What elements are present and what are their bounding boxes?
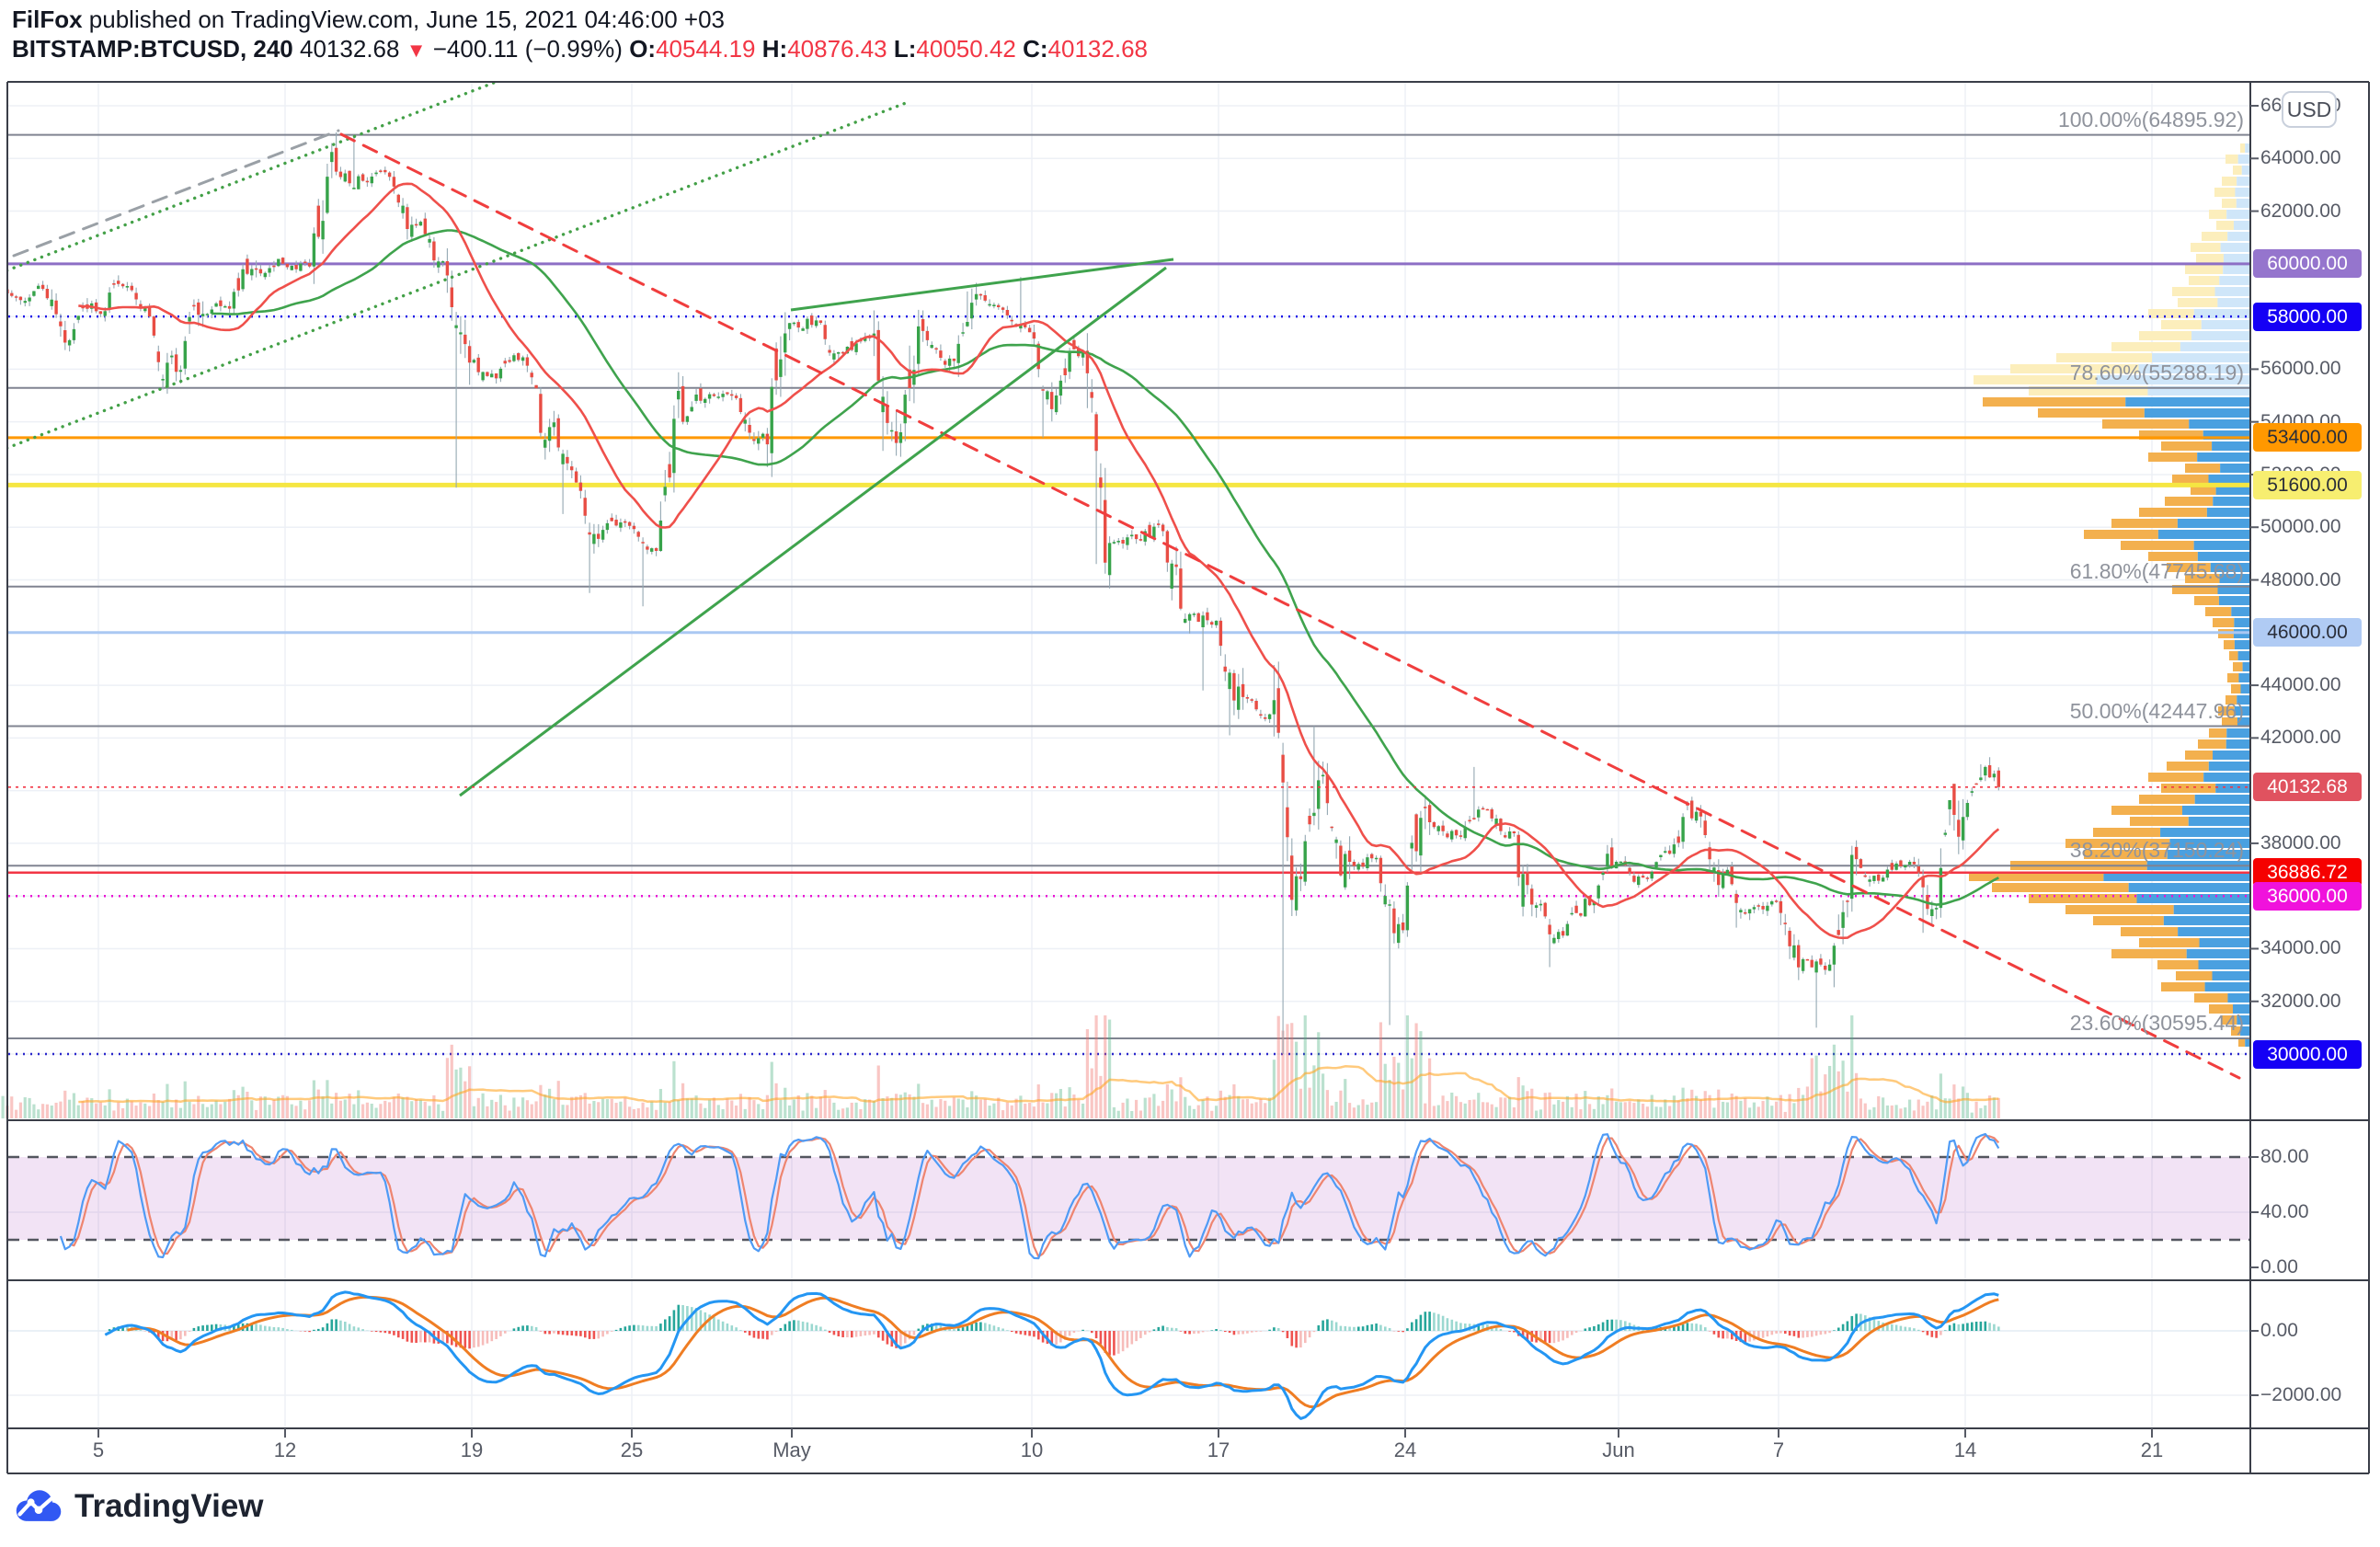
ohlc-value: 40132.68 xyxy=(1047,35,1148,63)
price-level-badge[interactable]: 51600.00 xyxy=(2253,470,2362,499)
time-axis-label: 19 xyxy=(460,1438,484,1461)
ohlc-key: O: xyxy=(629,35,657,63)
fib-retracement-label: 23.60%(30595.44) xyxy=(2069,1010,2244,1035)
time-axis-label: 17 xyxy=(1207,1438,1230,1461)
ohlc-value: 40544.19 xyxy=(656,35,756,63)
last-price-value: 40132.68 xyxy=(300,35,400,63)
price-level-badge[interactable]: 58000.00 xyxy=(2253,302,2362,331)
tradingview-cloud-icon xyxy=(16,1490,62,1521)
price-tick-label: 50000.00 xyxy=(2260,516,2341,538)
fib-retracement-label: 61.80%(47745.68) xyxy=(2069,558,2244,583)
macd-tick-label: −2000.00 xyxy=(2260,1384,2342,1405)
symbol-name[interactable]: BITSTAMP:BTCUSD, 240 xyxy=(12,35,293,63)
symbol-legend: BITSTAMP:BTCUSD, 240 40132.68 ▼ −400.11 … xyxy=(12,35,1148,63)
time-axis-label: 7 xyxy=(1772,1438,1785,1461)
ohlc-value: 40876.43 xyxy=(787,35,887,63)
fib-retracement-label: 50.00%(42447.96) xyxy=(2069,698,2244,723)
last-price-badge: 40132.68 xyxy=(2253,773,2362,802)
currency-toggle-button[interactable]: USD xyxy=(2282,91,2337,128)
price-level-badge[interactable]: 53400.00 xyxy=(2253,423,2362,453)
price-level-badge[interactable]: 36000.00 xyxy=(2253,881,2362,911)
time-axis-label: 24 xyxy=(1393,1438,1417,1461)
price-level-badge[interactable]: 30000.00 xyxy=(2253,1039,2362,1069)
ohlc-value: 40050.42 xyxy=(916,35,1016,63)
publish-caption: FilFox published on TradingView.com, Jun… xyxy=(12,6,725,34)
time-axis-label: May xyxy=(772,1438,811,1461)
fib-retracement-label: 78.60%(55288.19) xyxy=(2069,360,2244,384)
tradingview-logo-text: TradingView xyxy=(74,1488,264,1524)
price-change: −400.11 (−0.99%) xyxy=(432,35,623,63)
time-axis-label: 12 xyxy=(273,1438,297,1461)
time-axis-label: 10 xyxy=(1020,1438,1044,1461)
time-axis-label: Jun xyxy=(1602,1438,1635,1461)
stoch-tick-label: 80.00 xyxy=(2260,1146,2309,1167)
macd-tick-label: 0.00 xyxy=(2260,1320,2298,1341)
stoch-tick-label: 0.00 xyxy=(2260,1256,2298,1278)
tradingview-logo[interactable]: TradingView xyxy=(13,1486,264,1527)
ohlc-values: O:40544.19 H:40876.43 L:40050.42 C:40132… xyxy=(629,35,1148,63)
price-tick-label: 56000.00 xyxy=(2260,358,2341,380)
price-level-badge[interactable]: 60000.00 xyxy=(2253,249,2362,279)
time-axis-label: 14 xyxy=(1953,1438,1977,1461)
fib-retracement-label: 100.00%(64895.92) xyxy=(2057,107,2244,132)
price-tick-label: 44000.00 xyxy=(2260,674,2341,696)
ohlc-key: H: xyxy=(755,35,788,63)
fib-retracement-label: 38.20%(37150.24) xyxy=(2069,838,2244,863)
price-tick-label: 32000.00 xyxy=(2260,990,2341,1012)
time-axis-label: 5 xyxy=(92,1438,105,1461)
price-tick-label: 64000.00 xyxy=(2260,147,2341,169)
stoch-tick-label: 40.00 xyxy=(2260,1201,2309,1222)
price-tick-label: 62000.00 xyxy=(2260,200,2341,222)
author-name: FilFox xyxy=(12,6,83,33)
price-level-badge[interactable]: 46000.00 xyxy=(2253,618,2362,647)
down-arrow-icon: ▼ xyxy=(406,39,427,62)
ohlc-key: L: xyxy=(887,35,917,63)
time-axis-label: 25 xyxy=(620,1438,644,1461)
price-tick-label: 42000.00 xyxy=(2260,727,2341,749)
time-axis-label: 21 xyxy=(2140,1438,2164,1461)
ohlc-key: C: xyxy=(1015,35,1048,63)
publish-text: published on TradingView.com, June 15, 2… xyxy=(82,6,725,33)
price-tick-label: 38000.00 xyxy=(2260,831,2341,854)
price-tick-label: 48000.00 xyxy=(2260,568,2341,590)
price-tick-label: 34000.00 xyxy=(2260,937,2341,959)
